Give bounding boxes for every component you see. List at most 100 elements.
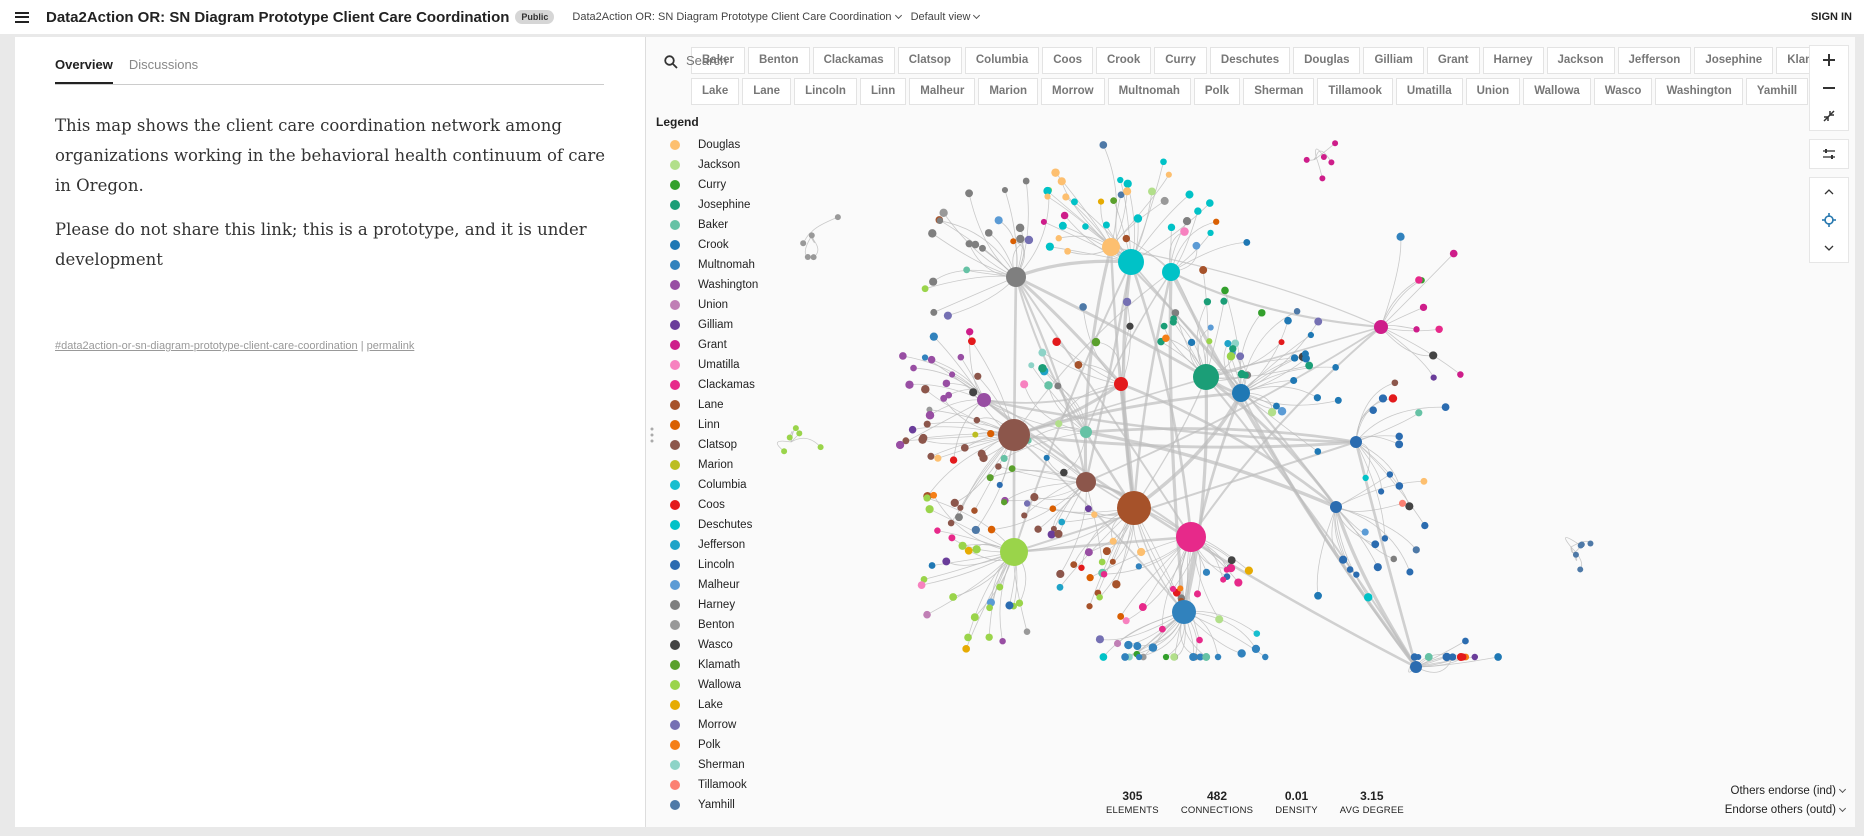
legend-item-coos[interactable]: Coos <box>656 495 766 515</box>
graph-node[interactable] <box>999 637 1006 645</box>
graph-node[interactable] <box>1391 379 1399 387</box>
tab-overview[interactable]: Overview <box>55 57 113 84</box>
graph-node[interactable] <box>1199 266 1208 275</box>
filter-chip-columbia[interactable]: Columbia <box>964 47 1040 74</box>
graph-node[interactable] <box>808 232 815 239</box>
graph-node[interactable] <box>1110 197 1118 205</box>
filter-chip-washington[interactable]: Washington <box>1655 78 1743 105</box>
legend-item-marion[interactable]: Marion <box>656 455 766 475</box>
graph-node[interactable] <box>1160 322 1168 330</box>
graph-node[interactable] <box>1167 223 1176 232</box>
graph-node[interactable] <box>1192 241 1201 250</box>
legend-item-morrow[interactable]: Morrow <box>656 715 766 735</box>
graph-node[interactable] <box>1587 540 1594 547</box>
graph-node[interactable] <box>930 491 938 499</box>
graph-node[interactable] <box>1135 563 1142 570</box>
graph-node[interactable] <box>1202 653 1211 661</box>
graph-node[interactable] <box>1047 530 1056 539</box>
graph-node[interactable] <box>1082 223 1089 230</box>
graph-node[interactable] <box>998 419 1030 451</box>
filter-chip-lane[interactable]: Lane <box>742 78 792 105</box>
graph-node[interactable] <box>804 254 811 261</box>
graph-node[interactable] <box>1435 325 1443 334</box>
graph-node[interactable] <box>1314 591 1322 600</box>
graph-node[interactable] <box>1055 235 1062 242</box>
graph-node[interactable] <box>942 379 951 388</box>
graph-node[interactable] <box>1056 569 1065 579</box>
graph-node[interactable] <box>1028 362 1035 369</box>
graph-node[interactable] <box>1122 234 1131 243</box>
graph-node[interactable] <box>1102 547 1111 556</box>
graph-node[interactable] <box>1080 426 1092 438</box>
graph-node[interactable] <box>1258 309 1266 317</box>
graph-node[interactable] <box>905 380 914 389</box>
graph-node[interactable] <box>1117 613 1125 620</box>
graph-node[interactable] <box>1122 617 1130 625</box>
graph-node[interactable] <box>1278 339 1285 346</box>
legend-item-polk[interactable]: Polk <box>656 735 766 755</box>
graph-node[interactable] <box>949 456 958 464</box>
graph-node[interactable] <box>985 633 993 641</box>
graph-node[interactable] <box>923 610 931 619</box>
graph-node[interactable] <box>943 311 952 320</box>
focus-button[interactable] <box>1810 206 1848 234</box>
graph-node[interactable] <box>966 328 974 336</box>
graph-node[interactable] <box>1243 238 1251 246</box>
graph-node[interactable] <box>1021 512 1028 519</box>
graph-node[interactable] <box>921 385 930 394</box>
graph-node[interactable] <box>1378 394 1388 403</box>
graph-node[interactable] <box>928 562 936 569</box>
graph-node[interactable] <box>971 525 980 535</box>
graph-node[interactable] <box>1214 653 1222 661</box>
graph-node[interactable] <box>1100 570 1108 578</box>
graph-node[interactable] <box>949 593 958 601</box>
graph-node[interactable] <box>1221 286 1229 295</box>
graph-node[interactable] <box>971 507 978 514</box>
graph-node[interactable] <box>923 420 931 428</box>
graph-node[interactable] <box>1062 193 1070 201</box>
indegree-selector[interactable]: Others endorse (ind) <box>1731 785 1847 797</box>
view-selector[interactable]: Default view <box>911 11 981 23</box>
graph-node[interactable] <box>1056 583 1064 591</box>
graph-node[interactable] <box>908 425 917 434</box>
graph-node[interactable] <box>1290 354 1299 362</box>
filter-chip-union[interactable]: Union <box>1465 78 1521 105</box>
legend-item-yamhill[interactable]: Yamhill <box>656 795 766 815</box>
graph-node[interactable] <box>973 416 981 424</box>
next-button[interactable] <box>1810 234 1848 262</box>
graph-node[interactable] <box>1008 465 1016 472</box>
graph-node[interactable] <box>1388 394 1398 403</box>
filter-chip-tillamook[interactable]: Tillamook <box>1317 78 1393 105</box>
graph-node[interactable] <box>1045 242 1054 251</box>
legend-item-jefferson[interactable]: Jefferson <box>656 535 766 555</box>
graph-node[interactable] <box>1133 214 1143 223</box>
graph-node[interactable] <box>925 410 935 420</box>
graph-node[interactable] <box>971 240 980 249</box>
graph-node[interactable] <box>1353 571 1360 578</box>
graph-node[interactable] <box>1363 593 1373 602</box>
legend-item-umatilla[interactable]: Umatilla <box>656 355 766 375</box>
graph-node[interactable] <box>1207 324 1214 331</box>
graph-node[interactable] <box>1334 396 1342 404</box>
graph-node[interactable] <box>1050 525 1057 532</box>
graph-node[interactable] <box>1095 635 1105 644</box>
graph-node[interactable] <box>1313 394 1321 402</box>
graph-node[interactable] <box>786 434 793 441</box>
graph-node[interactable] <box>1180 227 1189 236</box>
filter-chip-lake[interactable]: Lake <box>691 78 740 105</box>
graph-node[interactable] <box>1415 409 1423 417</box>
graph-node[interactable] <box>1253 630 1261 637</box>
graph-node[interactable] <box>1232 384 1250 402</box>
graph-node[interactable] <box>929 332 938 341</box>
graph-node[interactable] <box>1126 322 1134 330</box>
graph-node[interactable] <box>910 364 917 372</box>
graph-node[interactable] <box>1415 653 1422 661</box>
graph-node[interactable] <box>1113 639 1122 648</box>
graph-node[interactable] <box>948 534 956 542</box>
graph-node[interactable] <box>1236 352 1245 361</box>
graph-node[interactable] <box>1457 371 1464 378</box>
graph-node[interactable] <box>1040 218 1047 225</box>
graph-node[interactable] <box>1015 223 1025 233</box>
graph-node[interactable] <box>1099 653 1108 661</box>
filter-chip-jackson[interactable]: Jackson <box>1546 47 1615 74</box>
